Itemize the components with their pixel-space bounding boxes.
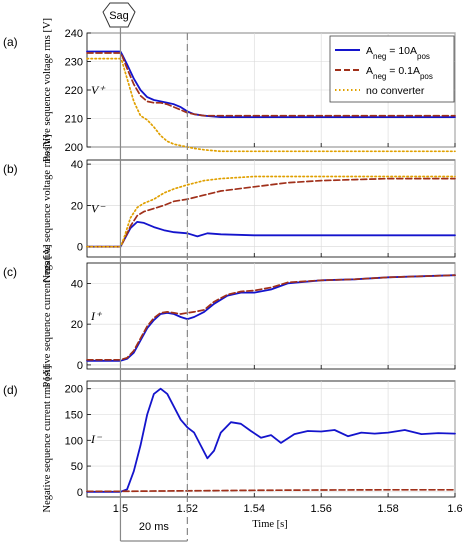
- y-tick-label: 0: [77, 487, 83, 499]
- series-line-a-neg-10a-pos: [86, 50, 456, 118]
- x-tick-label: 1.56: [310, 503, 331, 515]
- x-tick-label: 1.6: [447, 503, 462, 515]
- panel-label: (d): [3, 383, 18, 397]
- x-axis-label: Time [s]: [252, 519, 288, 530]
- legend-label: no converter: [366, 85, 425, 97]
- y-tick-label: 150: [65, 410, 83, 422]
- y-tick-label: 40: [71, 278, 83, 290]
- series-line-a-neg-0-1a-pos: [86, 52, 456, 117]
- y-tick-label: 230: [65, 57, 83, 69]
- series-line-a-neg-0-1a-pos: [86, 177, 456, 248]
- y-tick-label: 200: [65, 142, 83, 154]
- y-tick-label: 40: [71, 159, 83, 171]
- panel-label: (c): [3, 265, 17, 279]
- panel-frame: [86, 380, 456, 498]
- quantity-symbol: I⁺: [90, 309, 103, 323]
- panel-4: 0 50 100 150 200 (d) Negative sequence current…: [3, 366, 456, 513]
- quantity-symbol: I⁻: [90, 432, 103, 446]
- panel-frame: [86, 159, 456, 258]
- panel-label: (b): [3, 162, 18, 176]
- series-line-no-converter: [86, 175, 456, 248]
- y-tick-label: 0: [77, 360, 83, 372]
- series-line-a-neg-10a-pos: [86, 387, 456, 493]
- y-axis-label: Negative sequence current rms [A]: [42, 366, 53, 513]
- x-tick-label: 1.54: [244, 503, 265, 515]
- series-line-no-converter: [86, 57, 456, 153]
- quantity-symbol: V⁺: [91, 83, 106, 97]
- y-axis-label: Positive sequence current rms [A]: [42, 245, 53, 388]
- panel-frame: [86, 262, 456, 370]
- y-tick-label: 0: [77, 242, 83, 254]
- y-tick-label: 20: [71, 200, 83, 212]
- y-tick-label: 50: [71, 461, 83, 473]
- sag-marker: [102, 2, 136, 28]
- series-line-a-neg-0-1a-pos: [86, 274, 456, 361]
- y-tick-label: 220: [65, 85, 83, 97]
- legend-label: Aneg = 0.1Apos: [366, 65, 433, 81]
- series-line-a-neg-10a-pos: [86, 220, 456, 248]
- y-axis-label: Positive sequence voltage rms [V]: [42, 18, 53, 162]
- panel-2: 0 20 40 (b) Negative sequence voltage rms [V…: [3, 134, 456, 283]
- legend-box: [329, 35, 455, 103]
- duration-annotation: 20 ms: [120, 521, 188, 542]
- x-tick-label: 1.58: [377, 503, 398, 515]
- y-tick-label: 240: [65, 28, 83, 40]
- y-axis-label: Negative sequence voltage rms [V]: [42, 134, 53, 282]
- panel-label: (a): [3, 35, 18, 49]
- legend: Aneg = 10Apos Aneg = 0.1Apos no converter: [329, 35, 455, 103]
- y-tick-label: 210: [65, 114, 83, 126]
- panel-3: 0 20 40 (c) Positive sequence current rms [A…: [3, 245, 456, 388]
- sag-label: Sag: [109, 10, 129, 22]
- legend-label: Aneg = 10Apos: [366, 45, 430, 61]
- duration-label: 20 ms: [139, 521, 169, 533]
- y-tick-label: 20: [71, 319, 83, 331]
- y-tick-label: 200: [65, 384, 83, 396]
- y-tick-label: 100: [65, 435, 83, 447]
- quantity-symbol: V⁻: [91, 202, 106, 216]
